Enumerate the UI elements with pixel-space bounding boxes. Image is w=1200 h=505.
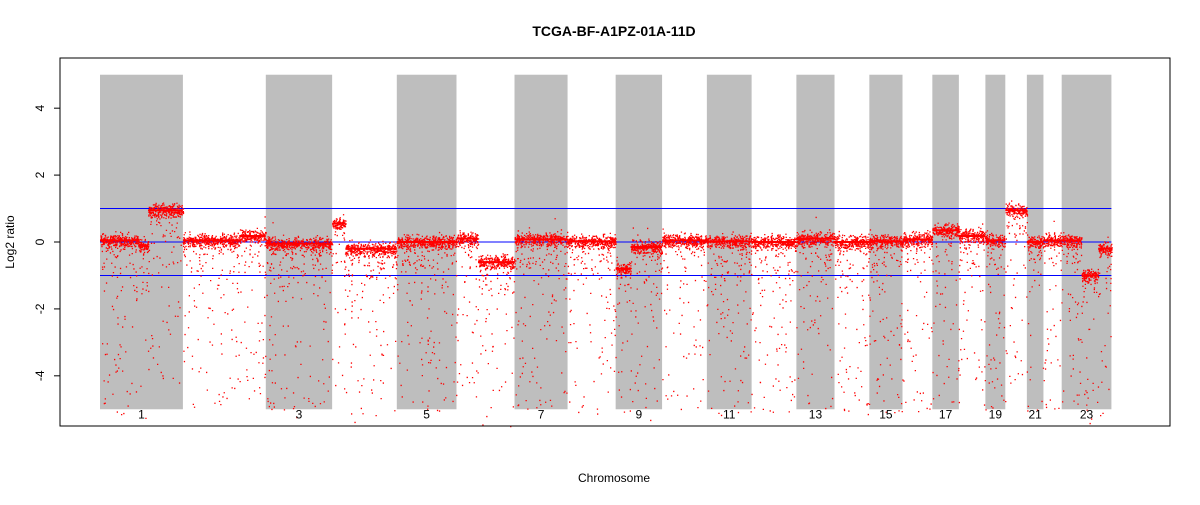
chromosome-label-23: 23	[1080, 407, 1094, 421]
x-axis-label: Chromosome	[578, 471, 650, 485]
segment-lines	[100, 209, 1112, 277]
y-axis: -4 -2 0 2 4	[33, 105, 61, 381]
chromosome-label-13: 13	[809, 407, 823, 421]
data-points	[100, 200, 1113, 428]
chromosome-label-3: 3	[296, 407, 303, 421]
chromosome-label-7: 7	[538, 407, 545, 421]
chromosome-labels: 1 3 5 7 9 11 13 15 17 19 21 23	[138, 407, 1093, 421]
chromosome-label-21: 21	[1028, 407, 1042, 421]
chromosome-label-11: 11	[723, 407, 736, 421]
y-tick-label: 4	[33, 105, 47, 112]
chromosome-label-9: 9	[636, 407, 643, 421]
y-tick-label: 0	[33, 238, 47, 245]
chromosome-label-15: 15	[879, 407, 893, 421]
chromosome-label-19: 19	[989, 407, 1003, 421]
chromosome-label-5: 5	[423, 407, 430, 421]
y-tick-label: -2	[33, 303, 47, 314]
y-axis-label: Log2 ratio	[3, 215, 17, 269]
log2-ratio-points	[100, 200, 1113, 428]
y-tick-label: 2	[33, 171, 47, 178]
plot-frame	[59, 57, 1171, 427]
chart-title: TCGA-BF-A1PZ-01A-11D	[532, 23, 695, 39]
y-tick-label: -4	[33, 370, 47, 381]
chromosome-label-1: 1	[138, 407, 145, 421]
chromosome-label-17: 17	[939, 407, 953, 421]
